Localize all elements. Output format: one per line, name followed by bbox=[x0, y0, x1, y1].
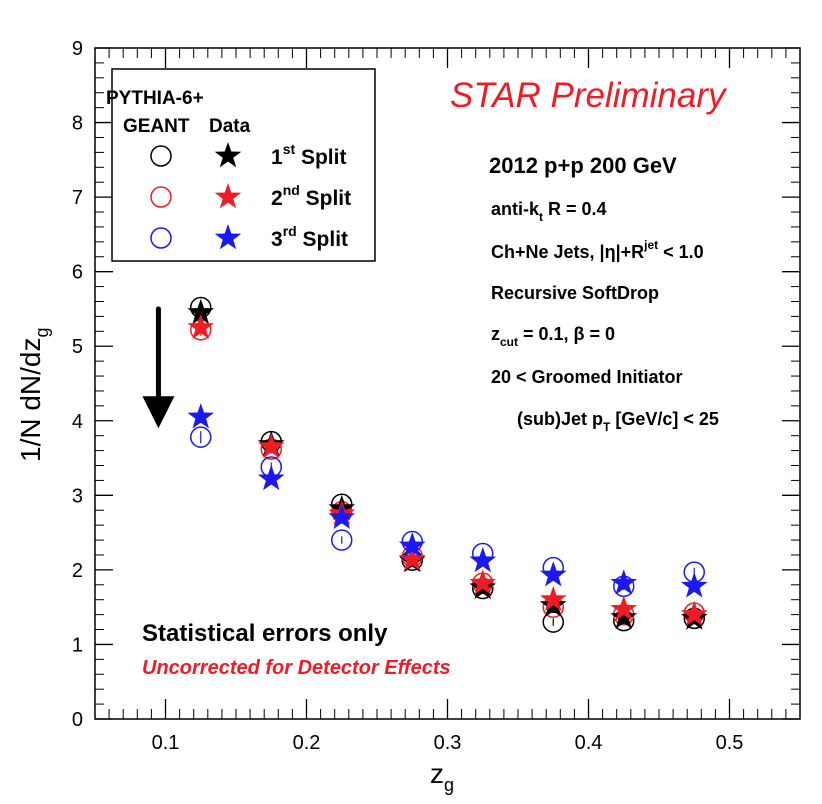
jets-label: Ch+Ne Jets, |η|+Rjet < 1.0 bbox=[491, 238, 704, 262]
pt-sub: T bbox=[603, 420, 611, 434]
legend-header-line2: GEANT bbox=[123, 116, 190, 137]
data-points bbox=[187, 296, 708, 633]
legend-row-sup: rd bbox=[283, 223, 297, 239]
data-star-point bbox=[187, 313, 215, 339]
data-star-point bbox=[187, 403, 215, 429]
y-tick-label: 4 bbox=[72, 411, 83, 433]
uncorrected-label: Uncorrected for Detector Effects bbox=[142, 657, 451, 679]
legend-row-label: 3rd Split bbox=[271, 223, 348, 251]
pt-suffix: [GeV/c] < 25 bbox=[610, 409, 719, 429]
jets-suffix: < 1.0 bbox=[658, 242, 704, 262]
legend-row-suffix: Split bbox=[297, 228, 348, 251]
arrow-head bbox=[142, 396, 175, 429]
legend-row-suffix: Split bbox=[295, 146, 346, 169]
y-tick-label: 9 bbox=[72, 38, 83, 60]
x-tick-label: 0.5 bbox=[716, 732, 744, 754]
legend-header-line1: PYTHIA-6+ bbox=[106, 88, 204, 109]
mc-circle-point bbox=[331, 529, 353, 551]
y-axis-title-sub: g bbox=[32, 327, 52, 337]
axis-ticks bbox=[94, 47, 801, 720]
down-arrow bbox=[142, 306, 175, 429]
legend-row-sup: nd bbox=[283, 182, 300, 198]
y-tick-label: 1 bbox=[72, 634, 83, 656]
y-tick-label: 3 bbox=[72, 485, 83, 507]
data-star-point bbox=[257, 432, 285, 459]
data-star-point bbox=[610, 569, 638, 595]
legend-header-data: Data bbox=[209, 116, 251, 137]
initiator-label: 20 < Groomed Initiator bbox=[491, 367, 683, 387]
legend-row-sup: st bbox=[283, 141, 296, 157]
legend-star-marker bbox=[214, 224, 242, 250]
legend-row-label: 2nd Split bbox=[271, 182, 351, 210]
algorithm-prefix: anti-k bbox=[491, 199, 540, 219]
pt-prefix: (sub)Jet p bbox=[517, 409, 603, 429]
data-star-point bbox=[610, 595, 638, 621]
y-tick-label: 2 bbox=[72, 560, 83, 582]
mc-circle-point bbox=[190, 426, 212, 448]
x-axis-title: zg bbox=[430, 758, 454, 795]
dataset-label: 2012 p+p 200 GeV bbox=[489, 153, 677, 178]
x-tick-label: 0.3 bbox=[434, 732, 462, 754]
zcut-prefix: z bbox=[491, 324, 500, 344]
axis-tick-labels: 0 1 2 3 4 5 6 7 8 9 0.1 0.2 0.3 0.4 0.5 bbox=[72, 38, 744, 754]
data-star-point bbox=[610, 603, 638, 629]
legend-row-base: 3 bbox=[271, 228, 283, 251]
data-star-point bbox=[539, 561, 567, 587]
data-star-point bbox=[398, 545, 426, 571]
softdrop-label: Recursive SoftDrop bbox=[491, 283, 659, 303]
x-tick-label: 0.2 bbox=[293, 732, 321, 754]
statistical-errors-label: Statistical errors only bbox=[142, 620, 388, 647]
y-tick-label: 5 bbox=[72, 336, 83, 358]
x-axis-title-sub: g bbox=[444, 775, 454, 795]
y-tick-label: 0 bbox=[72, 709, 83, 731]
data-star-point bbox=[257, 464, 285, 491]
algorithm-label: anti-kt R = 0.4 bbox=[491, 199, 607, 224]
y-axis-title: 1/N dN/dzg bbox=[15, 327, 52, 462]
algorithm-sub: t bbox=[539, 210, 543, 224]
legend-circle-marker bbox=[150, 227, 172, 249]
legend-circle-marker bbox=[150, 186, 172, 208]
zcut-sub: cut bbox=[500, 335, 518, 349]
jets-sup: jet bbox=[643, 238, 658, 252]
zcut-label: zcut = 0.1, β = 0 bbox=[491, 324, 615, 349]
pt-range-label: (sub)Jet pT [GeV/c] < 25 bbox=[517, 409, 719, 434]
y-tick-label: 6 bbox=[72, 262, 83, 284]
jets-prefix: Ch+Ne Jets, |η|+R bbox=[491, 242, 644, 262]
legend-row-base: 2 bbox=[271, 187, 283, 210]
legend-circle-marker bbox=[150, 145, 172, 167]
star-preliminary-label: STAR Preliminary bbox=[450, 76, 728, 115]
y-axis-title-main: 1/N dN/dz bbox=[15, 338, 46, 463]
legend-row-base: 1 bbox=[271, 146, 283, 169]
data-star-point bbox=[680, 600, 708, 626]
data-star-point bbox=[187, 298, 215, 324]
y-tick-label: 7 bbox=[72, 187, 83, 209]
x-tick-label: 0.4 bbox=[575, 732, 603, 754]
data-star-point bbox=[680, 572, 708, 598]
data-star-point bbox=[398, 532, 426, 558]
zcut-suffix: = 0.1, β = 0 bbox=[518, 324, 615, 344]
x-axis-title-main: z bbox=[430, 758, 444, 789]
legend-row-suffix: Split bbox=[300, 187, 351, 210]
data-star-point bbox=[539, 585, 567, 611]
data-star-point bbox=[469, 546, 497, 573]
data-star-point bbox=[328, 503, 356, 529]
legend-star-marker bbox=[214, 142, 242, 168]
mc-circle-point bbox=[542, 611, 564, 633]
legend-row-label: 1st Split bbox=[271, 141, 346, 169]
x-tick-label: 0.1 bbox=[152, 732, 180, 754]
y-tick-label: 8 bbox=[72, 113, 83, 135]
legend-star-marker bbox=[214, 183, 242, 209]
algorithm-suffix: R = 0.4 bbox=[543, 199, 607, 219]
data-star-point bbox=[469, 569, 497, 595]
